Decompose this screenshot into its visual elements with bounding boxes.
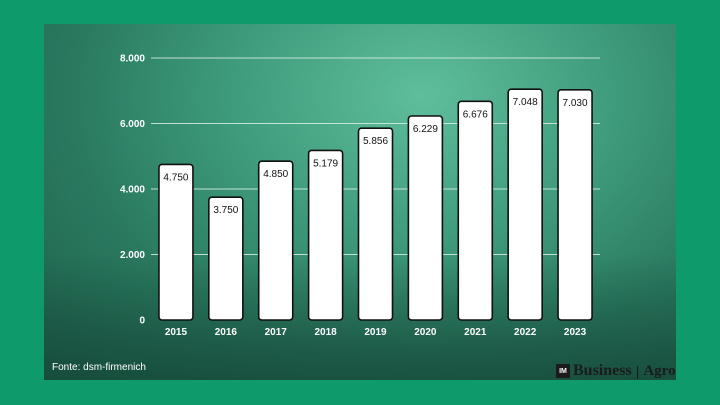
data-label: 4.850 (263, 169, 288, 180)
data-label: 5.856 (363, 136, 388, 147)
y-tick-label: 2.000 (120, 250, 145, 261)
data-label: 5.179 (313, 158, 338, 169)
logo-agro-text: Agro (643, 362, 676, 379)
brand-logo: IM Business | Agro (556, 362, 676, 380)
bar (507, 88, 543, 321)
x-tick-label: 2015 (165, 327, 188, 338)
x-tick-label: 2020 (414, 327, 437, 338)
bar-chart: 0 2.000 4.000 6.000 8.000 4.750 2015 3.750 2016 4… (120, 54, 600, 338)
data-label: 6.229 (413, 124, 438, 135)
x-tick-label: 2022 (514, 327, 537, 338)
logo-mark-icon: IM (556, 364, 570, 378)
logo-business-text: Business (573, 362, 632, 379)
bar (257, 160, 294, 321)
chart-panel: 0 2.000 4.000 6.000 8.000 4.750 2015 3.750 2016 4… (44, 24, 676, 380)
bar (357, 127, 394, 321)
logo-separator: | (635, 363, 640, 379)
y-tick-label: 0 (139, 316, 145, 327)
data-label: 6.676 (463, 109, 488, 120)
bar (208, 196, 244, 321)
bar (407, 115, 444, 321)
bar (457, 100, 494, 321)
y-tick-label: 4.000 (120, 185, 145, 196)
bar (307, 149, 344, 321)
x-tick-label: 2019 (364, 327, 387, 338)
bar (557, 88, 593, 321)
x-tick-label: 2023 (564, 327, 587, 338)
y-tick-label: 8.000 (120, 54, 145, 65)
x-tick-label: 2016 (215, 327, 238, 338)
x-tick-label: 2018 (314, 327, 337, 338)
source-note: Fonte: dsm-firmenich (52, 362, 146, 373)
data-label: 7.030 (563, 98, 588, 109)
x-tick-label: 2017 (265, 327, 288, 338)
data-label: 7.048 (513, 97, 538, 108)
bar (158, 163, 194, 321)
x-tick-label: 2021 (464, 327, 487, 338)
y-tick-label: 6.000 (120, 119, 145, 130)
data-label: 3.750 (213, 205, 238, 216)
data-label: 4.750 (163, 172, 188, 183)
